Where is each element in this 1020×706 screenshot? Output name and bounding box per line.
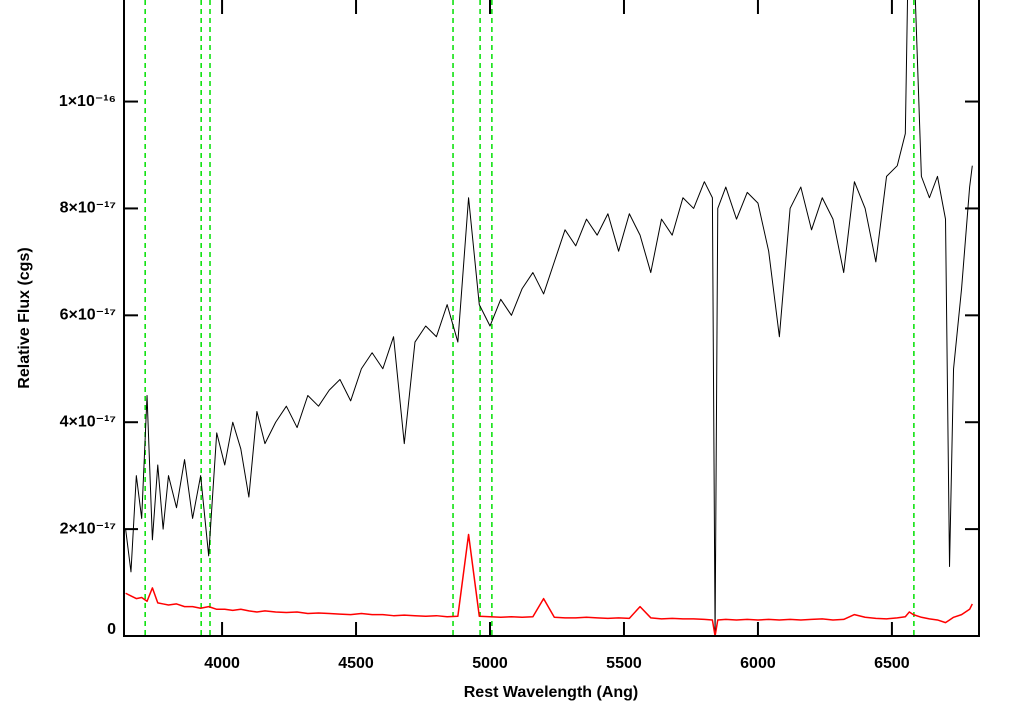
x-tick-label: 4000 — [204, 655, 240, 672]
x-tick-label: 6000 — [740, 655, 776, 672]
x-tick-label: 5500 — [606, 655, 642, 672]
x-tick-label: 4500 — [338, 655, 374, 672]
x-tick-label: 6500 — [874, 655, 910, 672]
x-tick-label: 5000 — [472, 655, 508, 672]
x-axis-title: Rest Wavelength (Ang) — [464, 684, 639, 701]
y-tick-label: 1×10⁻¹⁶ — [59, 93, 116, 110]
y-tick-label: 4×10⁻¹⁷ — [60, 413, 116, 430]
y-axis-title: Relative Flux (cgs) — [16, 247, 33, 388]
y-tick-label: 8×10⁻¹⁷ — [60, 200, 116, 217]
plot-area — [125, 0, 973, 636]
spectrum-line — [125, 0, 973, 636]
y-tick-label: 6×10⁻¹⁷ — [60, 307, 116, 324]
y-tick-label: 0 — [107, 621, 116, 638]
axes-frame — [123, 0, 980, 637]
spectrum-line — [125, 533, 973, 636]
y-tick-label: 2×10⁻¹⁷ — [60, 520, 116, 537]
